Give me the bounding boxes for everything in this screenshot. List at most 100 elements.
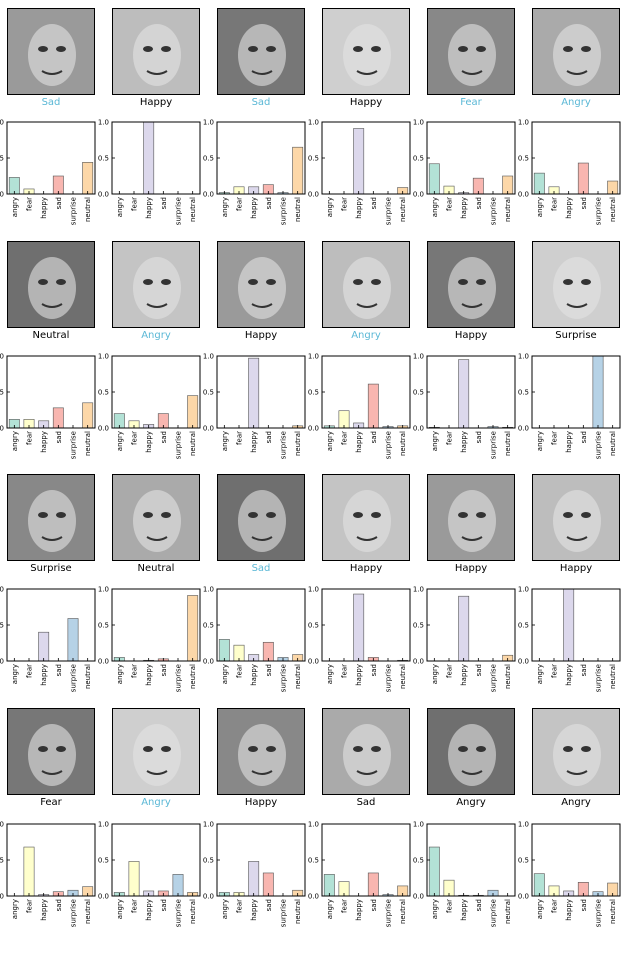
probability-chart: 0.0 0.5 1.0 angry fear happy sad surprise neutra… — [98, 586, 201, 692]
predicted-label: Happy — [454, 563, 488, 574]
face-image — [322, 8, 410, 95]
predicted-label: Angry — [456, 797, 486, 808]
x-tick-label: happy — [565, 431, 573, 453]
face-image — [112, 708, 200, 795]
probability-chart: 0.0 0.5 1.0 angry fear happy sad surprise neutra… — [413, 353, 516, 459]
y-tick-label: 0.0 — [0, 425, 4, 433]
plot-frame — [426, 588, 516, 662]
x-tick-label: fear — [26, 197, 34, 211]
plot-frame — [426, 121, 516, 195]
bar-sad — [52, 407, 64, 429]
probability-chart: 0.0 0.5 1.0 angry fear happy sad surprise neutra… — [0, 821, 96, 927]
x-tick-label: neutral — [504, 197, 512, 222]
y-tick-label: 1.0 — [518, 821, 529, 829]
y-tick-label: 0.0 — [203, 658, 214, 666]
probability-chart: 0.0 0.5 1.0 angry fear happy sad surprise neutra… — [518, 119, 621, 225]
x-tick-label: fear — [551, 197, 559, 211]
x-tick-label: angry — [116, 899, 124, 919]
probability-chart: 0.0 0.5 1.0 angry fear happy sad surprise neutra… — [0, 353, 96, 459]
x-tick-label: angry — [11, 899, 19, 919]
x-tick-label: neutral — [609, 664, 617, 689]
y-tick-label: 0.5 — [413, 155, 424, 163]
y-tick-label: 1.0 — [518, 353, 529, 361]
y-tick-label: 1.0 — [518, 119, 529, 127]
y-tick-label: 0.5 — [0, 155, 4, 163]
x-tick-label: fear — [341, 899, 349, 913]
face-image — [322, 708, 410, 795]
face-image — [427, 8, 515, 95]
plot-frame — [6, 355, 96, 429]
y-tick-label: 0.5 — [413, 857, 424, 865]
y-tick-label: 0.5 — [0, 389, 4, 397]
plot-frame — [321, 121, 411, 195]
x-tick-label: surprise — [595, 197, 603, 225]
probability-chart: 0.0 0.5 1.0 angry fear happy sad surprise neutra… — [518, 586, 621, 692]
y-tick-label: 0.0 — [98, 658, 109, 666]
bar-surprise — [67, 618, 79, 662]
probability-chart: 0.0 0.5 1.0 angry fear happy sad surprise neutra… — [203, 119, 306, 225]
y-tick-label: 1.0 — [0, 821, 4, 829]
x-tick-label: angry — [431, 431, 439, 451]
x-tick-label: happy — [355, 197, 363, 219]
x-tick-label: angry — [221, 431, 229, 451]
x-tick-label: surprise — [70, 197, 78, 225]
y-tick-label: 1.0 — [0, 586, 4, 594]
y-tick-label: 0.5 — [98, 389, 109, 397]
x-tick-label: sad — [160, 664, 168, 676]
face-image — [532, 474, 620, 561]
face-image — [427, 241, 515, 328]
x-tick-label: angry — [431, 197, 439, 217]
y-tick-label: 1.0 — [203, 119, 214, 127]
plot-frame — [216, 355, 306, 429]
x-tick-label: sad — [475, 197, 483, 209]
plot-frame — [531, 588, 621, 662]
face-image — [217, 8, 305, 95]
x-tick-label: fear — [236, 197, 244, 211]
x-tick-label: angry — [221, 197, 229, 217]
x-tick-label: surprise — [595, 664, 603, 692]
predicted-label: Sad — [251, 97, 271, 108]
x-tick-label: surprise — [175, 431, 183, 459]
x-tick-label: fear — [131, 431, 139, 445]
x-tick-label: happy — [355, 431, 363, 453]
plot-frame — [111, 121, 201, 195]
face-image — [112, 8, 200, 95]
predicted-label: Surprise — [555, 330, 597, 341]
face-image — [217, 474, 305, 561]
x-tick-label: sad — [55, 197, 63, 209]
x-tick-label: angry — [11, 431, 19, 451]
predicted-label: Happy — [139, 97, 173, 108]
x-tick-label: surprise — [70, 899, 78, 927]
x-tick-label: angry — [221, 664, 229, 684]
predicted-label: Sad — [356, 797, 376, 808]
predicted-label: Surprise — [30, 563, 72, 574]
bar-happy — [143, 121, 155, 195]
bar-fear — [23, 846, 35, 897]
x-tick-label: fear — [341, 197, 349, 211]
plot-frame — [111, 588, 201, 662]
y-tick-label: 0.0 — [98, 191, 109, 199]
face-image — [532, 708, 620, 795]
x-tick-label: sad — [265, 899, 273, 911]
x-tick-label: fear — [236, 431, 244, 445]
predicted-label: Angry — [351, 330, 381, 341]
x-tick-label: happy — [565, 197, 573, 219]
x-tick-label: fear — [236, 664, 244, 678]
bar-angry — [533, 873, 545, 897]
bar-surprise — [592, 355, 604, 429]
probability-chart: 0.0 0.5 1.0 angry fear happy sad surprise neutra… — [413, 821, 516, 927]
probability-chart: 0.0 0.5 1.0 angry fear happy sad surprise neutra… — [0, 119, 96, 225]
x-tick-label: happy — [460, 664, 468, 686]
x-tick-label: happy — [40, 197, 48, 219]
x-tick-label: surprise — [280, 664, 288, 692]
x-tick-label: surprise — [595, 899, 603, 927]
y-tick-label: 0.0 — [98, 425, 109, 433]
x-tick-label: fear — [446, 431, 454, 445]
x-tick-label: sad — [370, 197, 378, 209]
face-image — [217, 708, 305, 795]
y-tick-label: 1.0 — [203, 821, 214, 829]
x-tick-label: surprise — [280, 197, 288, 225]
y-tick-label: 1.0 — [308, 119, 319, 127]
predicted-label: Happy — [244, 330, 278, 341]
x-tick-label: fear — [236, 899, 244, 913]
